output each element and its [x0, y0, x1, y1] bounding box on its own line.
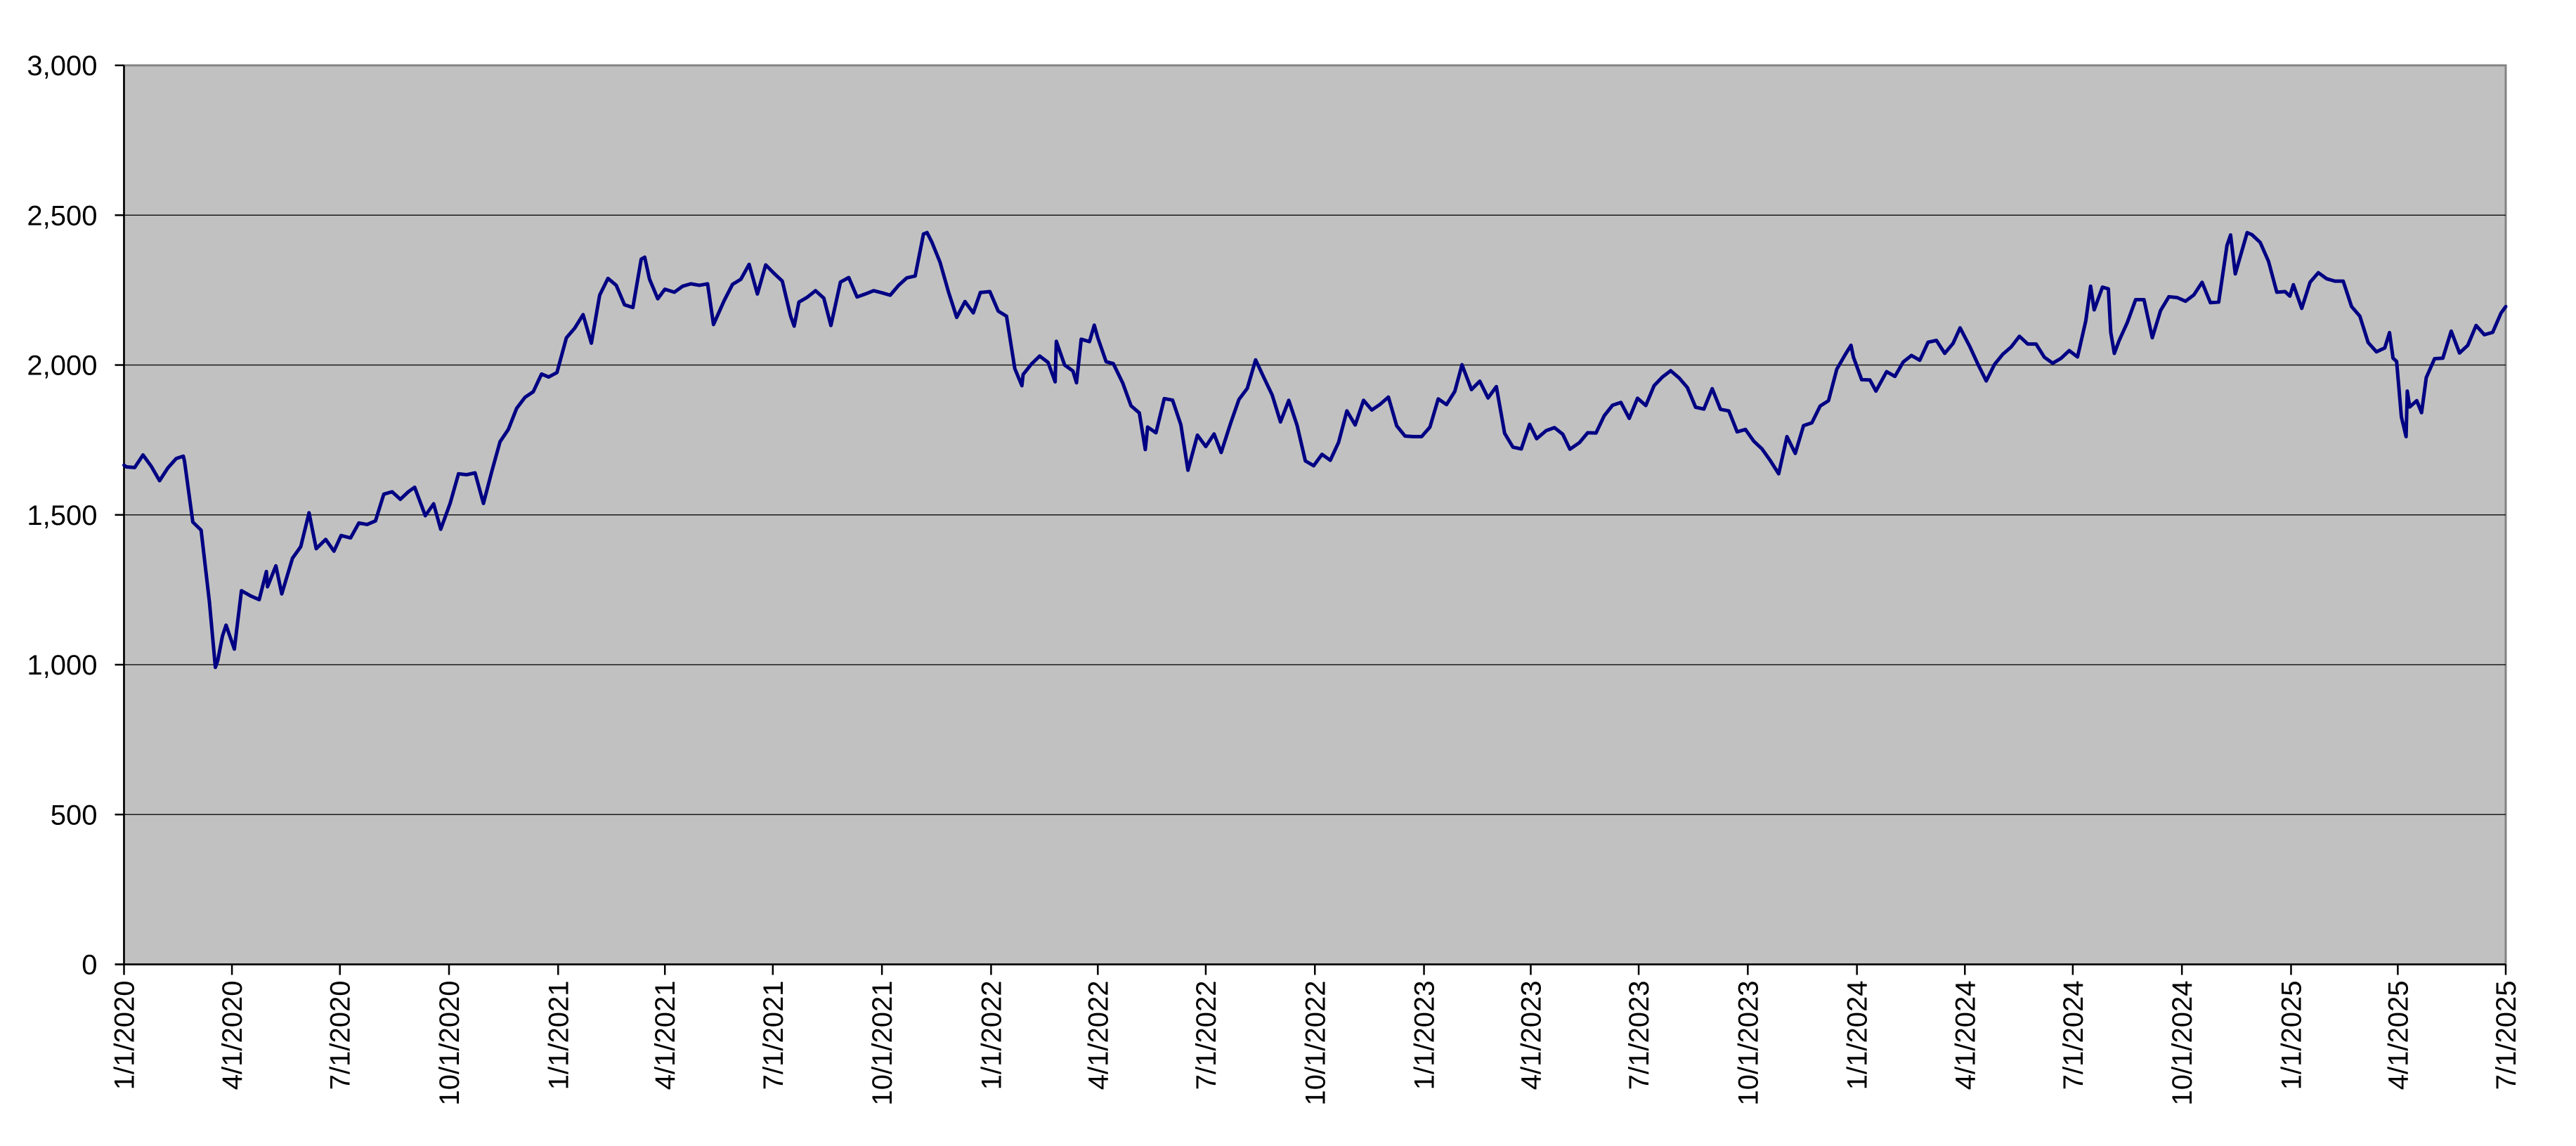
x-axis-label: 10/1/2020: [434, 981, 465, 1106]
y-axis-label: 1,500: [27, 500, 97, 531]
y-axis-label: 0: [82, 950, 97, 981]
x-axis-label: 4/1/2025: [2383, 981, 2414, 1090]
x-axis-label: 7/1/2020: [325, 981, 356, 1090]
x-axis-label: 10/1/2023: [1733, 981, 1764, 1106]
x-axis-label: 1/1/2024: [1842, 981, 1873, 1090]
data-series-line: [122, 230, 2508, 670]
x-axis-label: 1/1/2025: [2276, 981, 2307, 1090]
x-axis-label: 4/1/2022: [1083, 981, 1114, 1090]
x-axis-label: 7/1/2025: [2491, 981, 2522, 1090]
x-axis-label: 7/1/2022: [1191, 981, 1222, 1090]
x-axis-label: 10/1/2021: [867, 981, 898, 1106]
x-axis-label: 4/1/2020: [217, 981, 248, 1090]
y-axis-label: 1,000: [27, 650, 97, 681]
x-axis-label: 1/1/2022: [976, 981, 1007, 1090]
x-axis-label: 10/1/2024: [2167, 981, 2198, 1106]
y-axis-label: 2,500: [27, 200, 97, 231]
y-axis-label: 3,000: [27, 51, 97, 82]
x-axis-label: 7/1/2021: [758, 981, 789, 1090]
x-axis-label: 4/1/2023: [1516, 981, 1547, 1090]
x-axis-label: 10/1/2022: [1300, 981, 1331, 1106]
y-axis-label: 2,000: [27, 351, 97, 382]
x-axis-label: 1/1/2021: [543, 981, 574, 1090]
x-axis-label: 7/1/2023: [1624, 981, 1655, 1090]
x-axis-label: 7/1/2024: [2058, 981, 2089, 1090]
x-axis-label: 4/1/2024: [1950, 981, 1981, 1090]
y-axis-label: 500: [51, 800, 98, 831]
x-axis-label: 1/1/2023: [1410, 981, 1440, 1090]
x-axis-label: 4/1/2021: [650, 981, 681, 1090]
x-axis-label: 1/1/2020: [110, 981, 141, 1090]
